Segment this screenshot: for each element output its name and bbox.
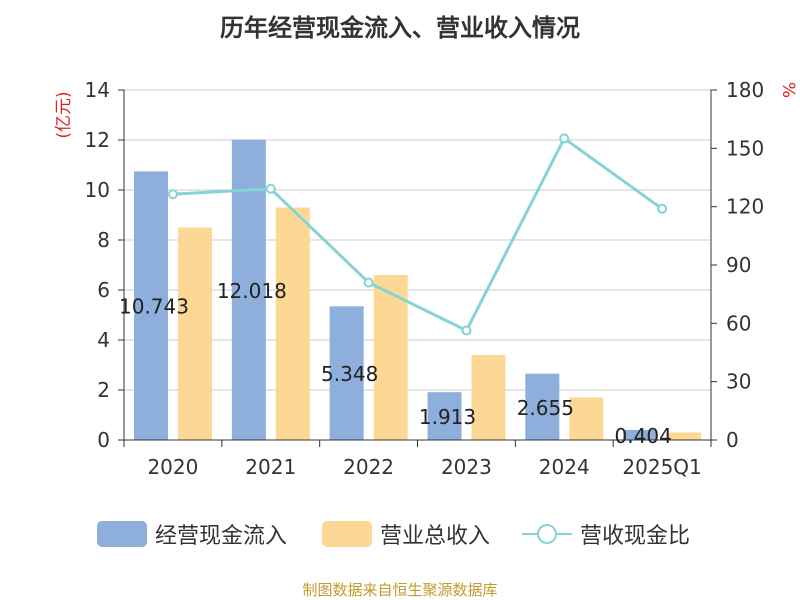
left-tick-label: 2 xyxy=(97,378,110,402)
bar-cash-inflow xyxy=(427,392,462,440)
left-tick-label: 6 xyxy=(97,278,110,302)
point-ratio xyxy=(657,203,668,214)
point-ratio xyxy=(265,183,276,194)
gridlines xyxy=(124,89,711,391)
bar-series xyxy=(134,139,702,441)
point-ratio xyxy=(363,277,374,288)
left-tick-label: 0 xyxy=(97,428,110,452)
source-note: 制图数据来自恒生聚源数据库 xyxy=(302,581,498,599)
line-ratio xyxy=(172,136,663,333)
right-tick-label: 0 xyxy=(726,428,739,452)
point-ratio xyxy=(461,325,472,336)
chart-title: 历年经营现金流入、营业收入情况 xyxy=(220,14,580,42)
right-tick-label: 150 xyxy=(726,136,764,160)
legend: 经营现金流入 营业总收入 营收现金比 xyxy=(0,518,800,550)
x-tick-label: 2021 xyxy=(245,455,296,479)
bar-revenue xyxy=(471,355,506,440)
data-label-cash-inflow: 10.743 xyxy=(119,295,189,319)
right-tick-label: 120 xyxy=(726,195,764,219)
data-labels: 10.743 12.018 5.348 1.913 2.655 0.404 xyxy=(119,279,672,448)
right-tick-label: 60 xyxy=(726,311,751,335)
legend-label-ratio: 营收现金比 xyxy=(580,524,691,549)
point-ratio xyxy=(559,133,570,144)
legend-label-revenue: 营业总收入 xyxy=(380,524,491,549)
data-label-cash-inflow: 12.018 xyxy=(217,279,287,303)
right-tick-label: 90 xyxy=(726,253,751,277)
left-tick-label: 14 xyxy=(85,78,110,102)
bar-cash-inflow xyxy=(623,429,658,440)
left-tick-label: 12 xyxy=(85,128,110,152)
bar-revenue xyxy=(275,207,310,440)
x-tick-label: 2024 xyxy=(539,455,590,479)
x-tick-label: 2025Q1 xyxy=(622,455,701,479)
right-tick-label: 180 xyxy=(726,78,764,102)
x-tick-label: 2020 xyxy=(147,455,198,479)
x-tick-label: 2023 xyxy=(441,455,492,479)
bar-cash-inflow xyxy=(525,373,560,440)
data-label-cash-inflow: 2.655 xyxy=(517,396,574,420)
legend-label-cash-inflow: 经营现金流入 xyxy=(155,524,288,549)
left-tick-label: 10 xyxy=(85,178,110,202)
bar-revenue xyxy=(569,397,604,440)
left-axis-title: (亿元) xyxy=(54,91,74,138)
data-label-cash-inflow: 1.913 xyxy=(419,405,476,429)
data-label-cash-inflow: 0.404 xyxy=(615,424,672,448)
bar-cash-inflow xyxy=(134,171,168,441)
legend-item-revenue[interactable]: 营业总收入 xyxy=(322,518,490,550)
legend-item-cash-inflow[interactable]: 经营现金流入 xyxy=(97,518,287,550)
left-tick-label: 8 xyxy=(97,228,110,252)
legend-swatch-cash-inflow xyxy=(97,521,147,547)
bar-revenue xyxy=(178,227,212,440)
bar-revenue xyxy=(373,275,408,440)
bar-revenue xyxy=(667,432,702,440)
bar-cash-inflow xyxy=(329,306,364,440)
legend-marker-ratio xyxy=(522,521,572,547)
legend-swatch-revenue xyxy=(322,521,372,547)
left-tick-label: 4 xyxy=(97,328,110,352)
right-tick-label: 30 xyxy=(726,370,751,394)
right-axis-title: % xyxy=(778,82,798,98)
axes: 0 2 4 6 8 10 12 14 0 30 60 90 120 150 180 2020 2021 2022 2… xyxy=(85,78,765,479)
line-series xyxy=(167,133,668,336)
point-ratio xyxy=(167,189,178,200)
x-tick-label: 2022 xyxy=(343,455,394,479)
data-label-cash-inflow: 5.348 xyxy=(321,362,378,386)
legend-item-ratio[interactable]: 营收现金比 xyxy=(522,518,690,550)
